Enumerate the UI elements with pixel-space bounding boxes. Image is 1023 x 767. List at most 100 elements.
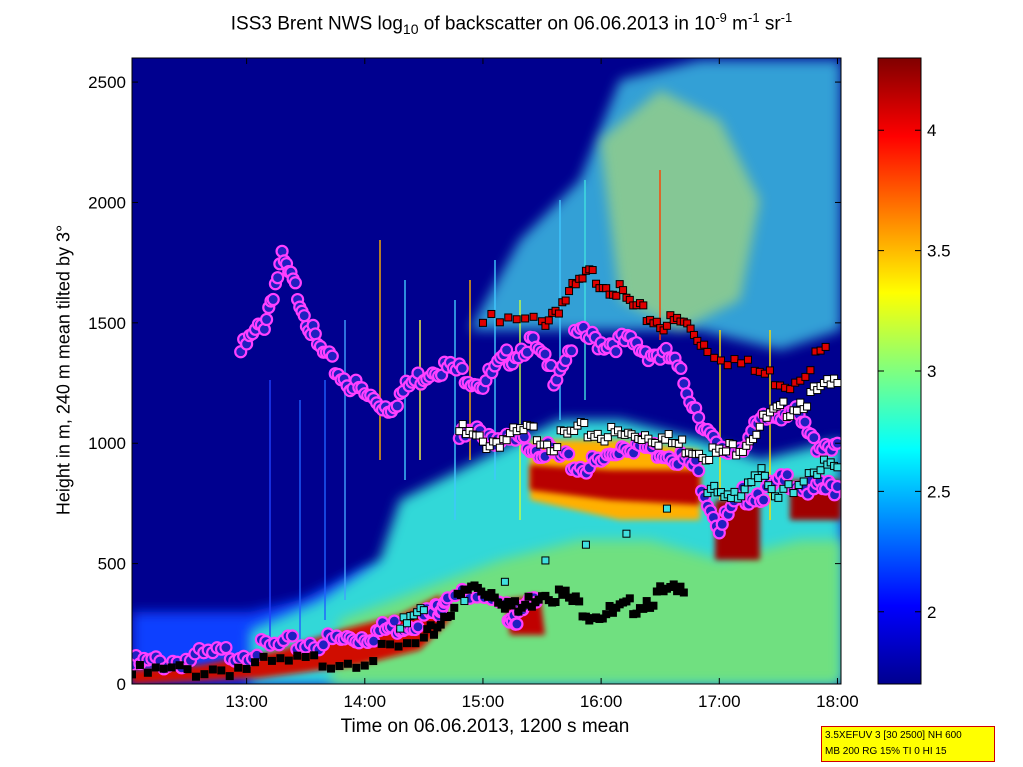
y-tick-label: 1500 (88, 314, 126, 333)
marker-point (654, 441, 663, 450)
marker-point (737, 492, 746, 501)
marker-point (580, 419, 589, 428)
marker-point (728, 440, 737, 449)
marker-point (605, 601, 614, 610)
marker-point (565, 287, 574, 296)
marker-point (285, 629, 300, 643)
marker-point (716, 356, 725, 365)
marker-point (478, 437, 487, 446)
marker-point (436, 620, 445, 629)
marker-point (662, 321, 671, 330)
marker-point (259, 312, 274, 327)
y-tick-label: 1000 (88, 434, 126, 453)
marker-point (700, 340, 709, 349)
marker-point (588, 266, 597, 275)
marker-point (792, 406, 801, 415)
marker-point (754, 474, 763, 483)
marker-point (553, 443, 562, 452)
marker-point (135, 660, 144, 669)
marker-point (715, 517, 729, 531)
marker-point (784, 480, 793, 489)
marker-point (609, 344, 623, 359)
marker-point (208, 665, 217, 674)
marker-point (757, 493, 771, 507)
marker-point (521, 314, 530, 323)
info-box: 3.5XEFUV 3 [30 2500] NH 600 MB 200 RG 15… (821, 726, 995, 762)
marker-point (386, 640, 395, 649)
marker-point (554, 309, 563, 318)
marker-point (267, 656, 276, 665)
marker-point (225, 672, 234, 681)
marker-point (251, 658, 260, 667)
marker-point (499, 343, 514, 357)
marker-point (743, 355, 752, 364)
marker-point (544, 316, 553, 325)
marker-point (500, 577, 509, 586)
marker-point (419, 606, 428, 615)
marker-point (538, 347, 552, 361)
marker-point (495, 443, 504, 452)
marker-point (335, 662, 344, 671)
colorbar-tick-label: 3.5 (927, 242, 951, 261)
marker-point (541, 556, 550, 565)
marker-point (806, 366, 815, 375)
marker-point (369, 657, 378, 666)
marker-point (833, 379, 841, 388)
marker-point (288, 276, 302, 290)
marker-point (602, 284, 611, 293)
marker-point (833, 463, 841, 472)
x-tick-label: 14:00 (344, 692, 387, 711)
marker-point (450, 603, 459, 612)
marker-point (757, 464, 766, 473)
marker-point (740, 485, 749, 494)
marker-point (327, 664, 336, 673)
marker-point (377, 639, 386, 648)
marker-point (779, 484, 788, 493)
heatmap-upper-yellowgreen (600, 90, 760, 330)
marker-point (343, 659, 352, 668)
x-tick-label: 18:00 (816, 692, 859, 711)
marker-point (703, 347, 712, 356)
marker-point (402, 619, 411, 628)
y-axis: 0 500 1000 1500 2000 2500 (88, 73, 841, 694)
marker-point (760, 471, 769, 480)
marker-point (183, 665, 192, 674)
marker-point (730, 355, 739, 364)
marker-point (167, 663, 176, 672)
marker-point (799, 477, 808, 486)
marker-point (767, 485, 776, 494)
markers (132, 244, 841, 681)
heatmap-streaks (269, 170, 771, 640)
marker-point (455, 361, 469, 375)
marker-point (478, 318, 487, 327)
marker-point (801, 372, 810, 381)
marker-point (512, 315, 521, 324)
marker-point (581, 540, 590, 549)
marker-point (500, 604, 509, 613)
x-tick-label: 15:00 (462, 692, 505, 711)
marker-point (737, 359, 746, 368)
marker-point (649, 601, 658, 610)
y-tick-label: 0 (117, 675, 126, 694)
marker-point (747, 478, 756, 487)
marker-point (765, 366, 774, 375)
marker-point (752, 430, 761, 439)
marker-point (271, 271, 285, 285)
marker-point (310, 651, 319, 660)
colorbar-tick-label: 4 (927, 121, 936, 140)
marker-point (360, 661, 369, 670)
colorbar-ticks: 2 2.5 3 3.5 4 (878, 121, 951, 622)
marker-point (755, 422, 764, 431)
marker-point (730, 487, 739, 496)
marker-point (521, 600, 530, 609)
marker-point (455, 427, 464, 436)
marker-point (830, 479, 841, 494)
marker-point (603, 433, 612, 442)
info-line-1: 3.5XEFUV 3 [30 2500] NH 600 (825, 730, 962, 741)
y-tick-label: 2000 (88, 193, 126, 212)
marker-point (200, 670, 209, 679)
marker-point (495, 318, 504, 327)
marker-point (562, 447, 576, 461)
marker-point (318, 662, 327, 671)
